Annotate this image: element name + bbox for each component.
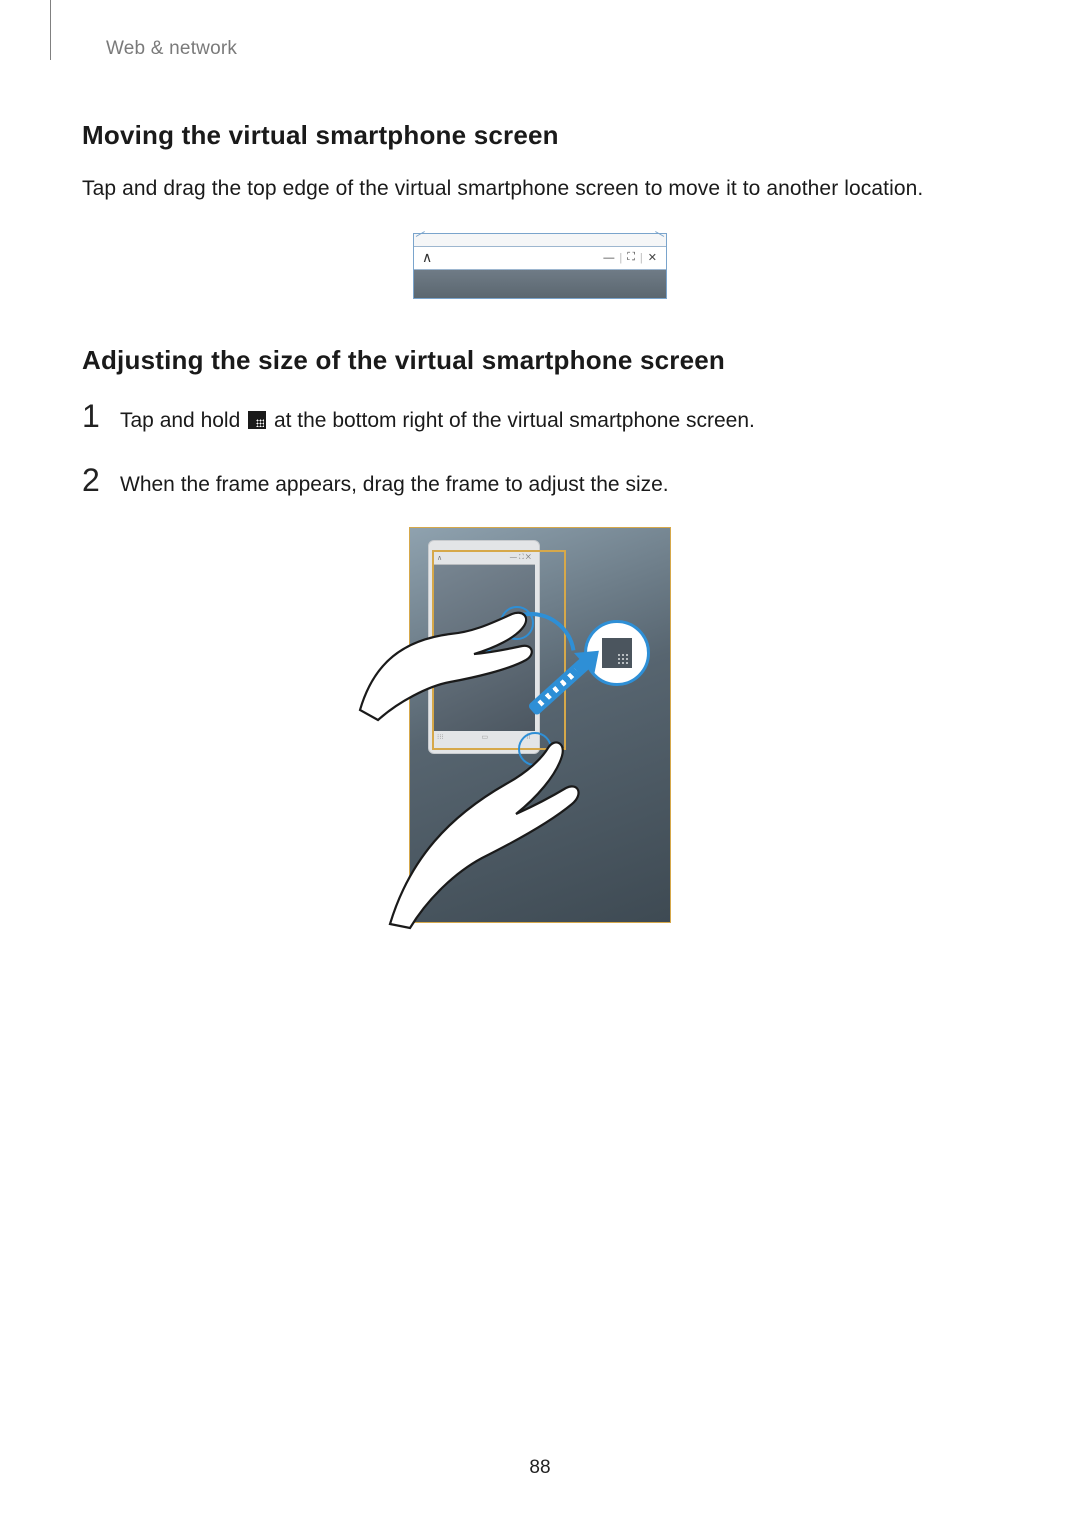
close-icon: ✕ <box>648 251 658 264</box>
step-number: 1 <box>82 398 102 435</box>
step1-text-after: at the bottom right of the virtual smart… <box>268 409 755 432</box>
page-number: 88 <box>0 1457 1080 1479</box>
titlebar-top-edge <box>414 234 666 246</box>
step1-text-before: Tap and hold <box>120 409 246 432</box>
chevron-up-icon: ∧ <box>422 249 432 266</box>
heading-moving: Moving the virtual smartphone screen <box>82 120 998 151</box>
minimize-icon: — <box>603 252 615 264</box>
step-text: Tap and hold at the bottom right of the … <box>120 405 755 437</box>
separator: | <box>619 252 623 264</box>
chevron-up-icon: ∧ <box>437 554 442 562</box>
resize-handle-icon <box>248 411 266 429</box>
figure-titlebar: ∧ — | ⛶ | ✕ <box>82 233 998 299</box>
hand-lower-icon <box>380 728 600 938</box>
window-controls: — | ⛶ | ✕ <box>603 251 658 264</box>
step-2: 2 When the frame appears, drag the frame… <box>82 462 998 501</box>
step-text: When the frame appears, drag the frame t… <box>120 469 669 501</box>
step-1: 1 Tap and hold at the bottom right of th… <box>82 398 998 437</box>
titlebar-toolbar: ∧ — | ⛶ | ✕ <box>414 246 666 270</box>
paragraph-moving: Tap and drag the top edge of the virtual… <box>82 173 998 205</box>
window-controls: — ⛶ ✕ <box>510 554 531 562</box>
figure-resize-gesture: ∧ — ⛶ ✕ ⁝⁝⁝▭⠿ <box>82 527 998 923</box>
step-number: 2 <box>82 462 102 499</box>
margin-rule <box>50 0 51 60</box>
breadcrumb: Web & network <box>106 38 998 60</box>
heading-adjusting: Adjusting the size of the virtual smartp… <box>82 345 998 376</box>
hand-upper-icon <box>354 592 554 732</box>
separator: | <box>640 252 644 264</box>
maximize-icon: ⛶ <box>627 251 636 264</box>
phone-titlebar: ∧ — ⛶ ✕ <box>433 551 535 565</box>
titlebar-body <box>414 270 666 298</box>
